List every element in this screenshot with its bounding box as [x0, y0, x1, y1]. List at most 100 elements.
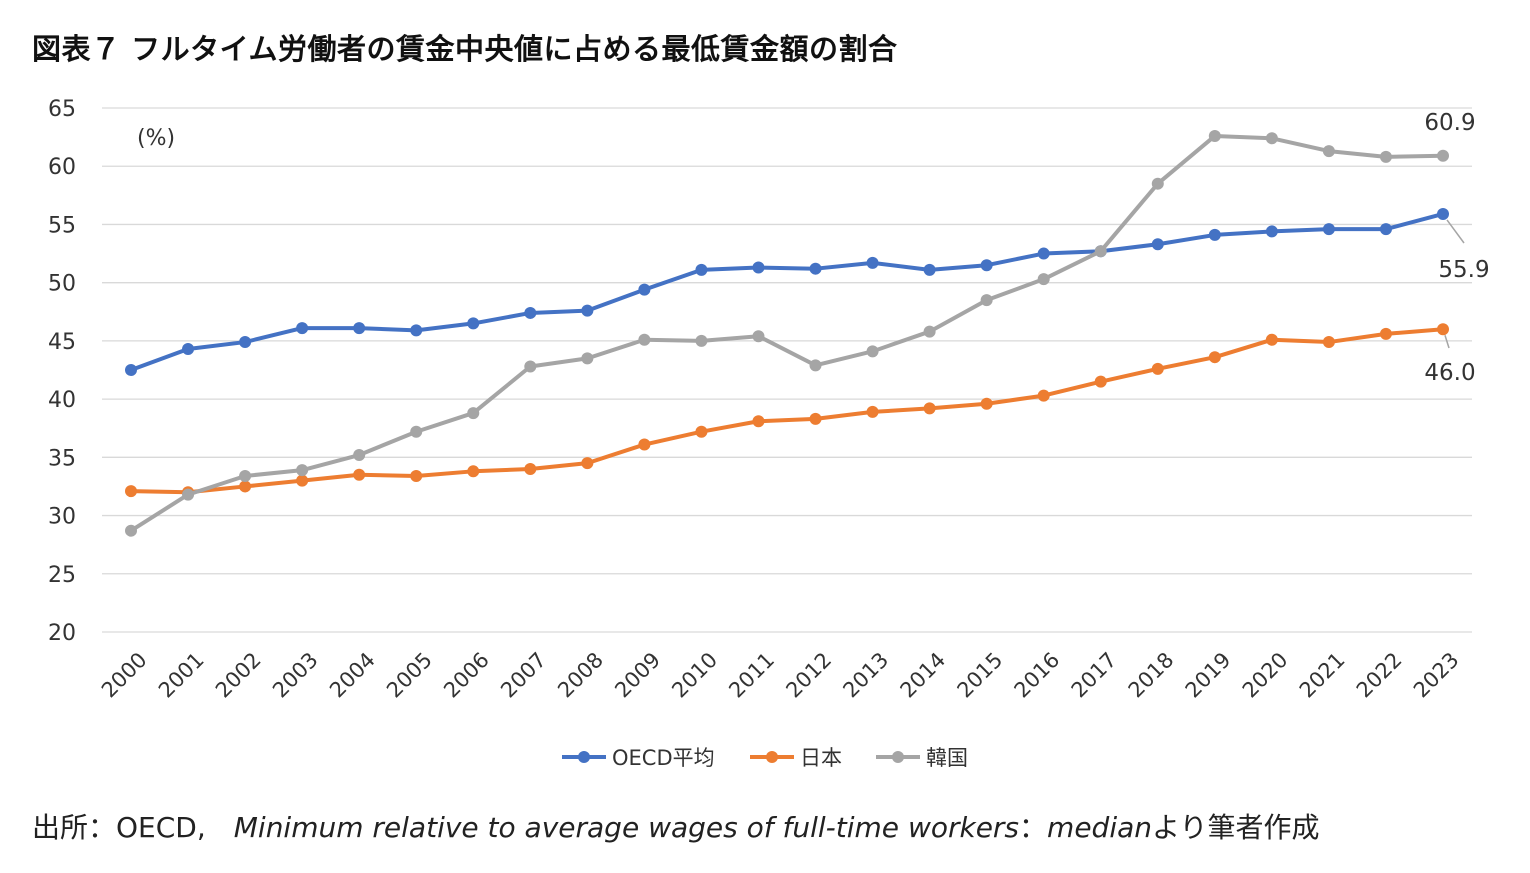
leader-line — [1446, 219, 1465, 244]
data-point — [1151, 238, 1164, 251]
data-point — [752, 415, 765, 428]
data-point — [1265, 225, 1278, 238]
data-point — [239, 469, 252, 482]
source-note: 出所：OECD, Minimum relative to average wag… — [32, 806, 1319, 846]
data-point — [695, 334, 708, 347]
data-point — [125, 485, 137, 498]
x-tick-label: 2020 — [1238, 648, 1293, 703]
end-value-label: 60.9 — [1424, 110, 1475, 136]
x-tick-label: 2023 — [1409, 648, 1464, 703]
legend-swatch-marker — [892, 751, 904, 763]
data-point — [980, 397, 993, 410]
x-tick-label: 2021 — [1295, 648, 1350, 703]
data-point — [1437, 207, 1449, 220]
x-tick-label: 2004 — [325, 648, 380, 703]
data-point — [410, 425, 423, 438]
x-tick-label: 2010 — [667, 648, 722, 703]
x-tick-label: 2013 — [838, 648, 893, 703]
x-tick-label: 2003 — [268, 648, 323, 703]
data-point — [1322, 145, 1335, 158]
data-point — [1037, 389, 1050, 402]
x-tick-label: 2011 — [724, 648, 779, 703]
x-tick-label: 2019 — [1181, 648, 1236, 703]
data-point — [695, 263, 708, 276]
data-point — [638, 283, 651, 296]
data-point — [296, 474, 309, 487]
data-point — [467, 407, 480, 420]
data-point — [1037, 273, 1050, 286]
data-point — [182, 488, 195, 501]
y-tick-label: 55 — [48, 213, 76, 238]
data-point — [866, 405, 879, 418]
y-tick-label: 65 — [48, 97, 76, 122]
data-point — [296, 322, 309, 335]
data-point — [923, 263, 936, 276]
source-prefix: 出所：OECD, — [32, 811, 206, 844]
x-tick-label: 2012 — [781, 648, 836, 703]
x-tick-label: 2002 — [211, 648, 266, 703]
gridlines — [102, 107, 1472, 633]
y-tick-label: 60 — [48, 155, 76, 180]
y-tick-label: 20 — [48, 621, 76, 646]
y-unit-label: (%) — [137, 126, 175, 151]
x-tick-label: 2016 — [1010, 648, 1065, 703]
data-point — [467, 465, 480, 478]
x-tick-label: 2017 — [1067, 648, 1122, 703]
y-tick-label: 25 — [48, 563, 76, 588]
data-point — [524, 306, 537, 319]
data-point — [1437, 149, 1449, 162]
y-tick-label: 50 — [48, 272, 76, 297]
data-point — [809, 412, 822, 425]
legend-swatch-marker — [766, 751, 778, 763]
data-point — [1322, 223, 1335, 236]
data-point — [1437, 323, 1449, 336]
data-point — [125, 364, 137, 376]
data-point — [1208, 351, 1221, 364]
data-point — [524, 360, 537, 373]
data-point — [695, 425, 708, 438]
data-point — [1094, 245, 1107, 258]
data-point — [1037, 247, 1050, 260]
data-point — [1094, 375, 1107, 388]
x-tick-label: 2015 — [953, 648, 1008, 703]
legend: OECD平均 日本 韓国 — [562, 746, 968, 770]
data-point — [638, 333, 651, 346]
x-tick-label: 2001 — [154, 648, 209, 703]
source-stat: median — [1047, 811, 1153, 844]
data-point — [980, 259, 993, 272]
series-line — [130, 327, 1444, 495]
y-tick-label: 30 — [48, 505, 76, 530]
data-point — [1322, 336, 1335, 349]
leader-line — [1444, 335, 1450, 349]
x-tick-label: 2007 — [496, 648, 551, 703]
source-suffix: より筆者作成 — [1152, 811, 1320, 844]
chart-title: 図表７ フルタイム労働者の賃金中央値に占める最低賃金額の割合 — [32, 32, 898, 66]
x-tick-label: 2005 — [382, 648, 437, 703]
y-tick-label: 40 — [48, 388, 76, 413]
series-line — [129, 133, 1444, 533]
data-point — [1151, 177, 1164, 190]
end-value-label: 55.9 — [1438, 257, 1489, 283]
series-group — [125, 129, 1449, 537]
data-point — [581, 457, 594, 470]
data-point — [752, 261, 765, 274]
data-point — [1265, 132, 1278, 145]
data-point — [1379, 327, 1392, 340]
data-point — [1379, 223, 1392, 236]
data-point — [638, 438, 651, 451]
x-tick-label: 2022 — [1352, 648, 1407, 703]
end-labels: 60.9 55.9 46.0 — [1424, 110, 1489, 386]
data-point — [353, 322, 366, 335]
legend-swatch-marker — [578, 751, 590, 763]
data-point — [752, 330, 765, 343]
x-tick-label: 2009 — [610, 648, 665, 703]
data-point — [1208, 228, 1221, 241]
data-point — [866, 256, 879, 269]
y-tick-label: 35 — [48, 446, 76, 471]
data-point — [524, 462, 537, 475]
data-point — [353, 468, 366, 481]
data-point — [296, 464, 309, 477]
data-point — [980, 294, 993, 307]
end-value-label: 46.0 — [1424, 360, 1475, 386]
